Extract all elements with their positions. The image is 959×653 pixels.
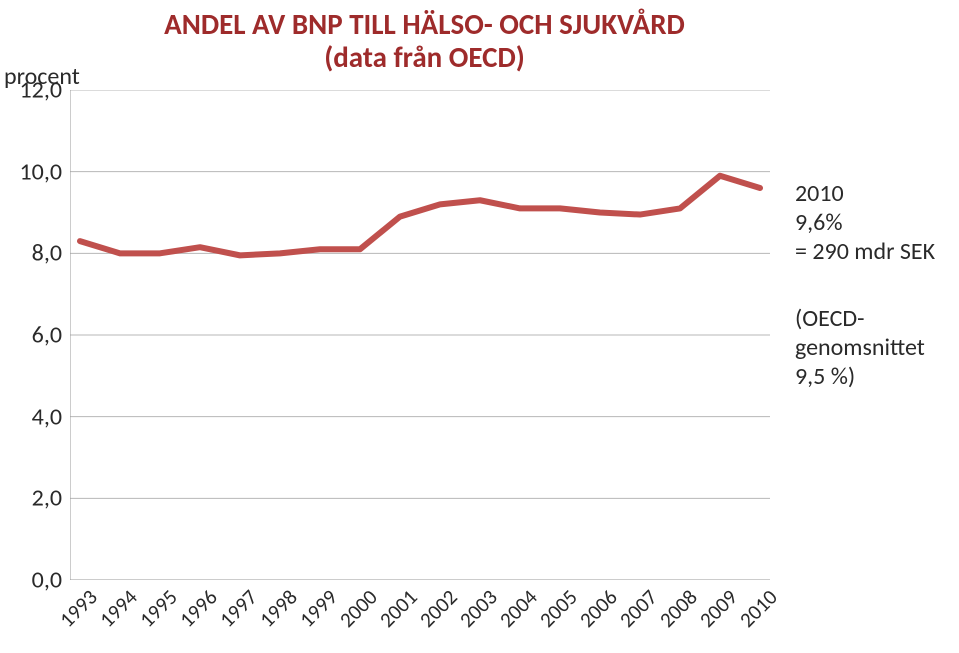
y-tick-label: 10,0 bbox=[20, 157, 70, 186]
y-tick-label: 0,0 bbox=[32, 566, 70, 595]
plot-svg bbox=[70, 90, 770, 580]
note-2010-value: 2010 9,6% = 290 mdr SEK bbox=[795, 180, 935, 266]
y-tick-label: 8,0 bbox=[32, 239, 70, 268]
y-tick-label: 6,0 bbox=[32, 321, 70, 350]
x-tick-label: 2010 bbox=[730, 580, 783, 633]
y-tick-label: 4,0 bbox=[32, 402, 70, 431]
note-oecd-average: (OECD- genomsnittet 9,5 %) bbox=[795, 305, 925, 391]
y-tick-label: 2,0 bbox=[32, 484, 70, 513]
chart-title: ANDEL AV BNP TILL HÄLSO- OCH SJUKVÅRD (d… bbox=[70, 8, 779, 75]
plot-area: 0,02,04,06,08,010,012,019931994199519961… bbox=[70, 90, 770, 580]
y-tick-label: 12,0 bbox=[20, 76, 70, 105]
